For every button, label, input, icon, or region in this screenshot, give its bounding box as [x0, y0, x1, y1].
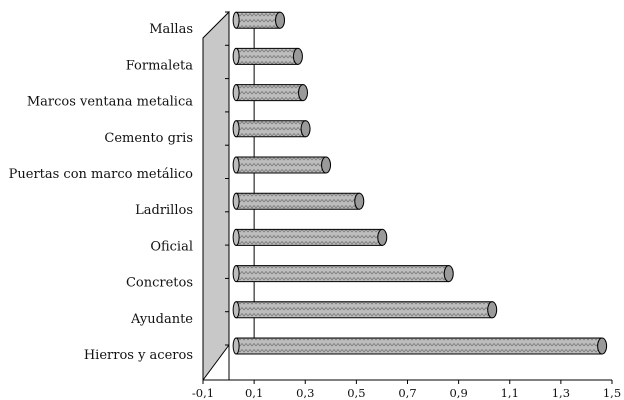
bar-start-cap — [232, 47, 240, 65]
bar — [232, 120, 311, 138]
x-axis: -0,1 0,1 0,3 0,5 0,7 0,9 1,1 1,3 1,5 — [192, 11, 621, 400]
bar — [232, 84, 309, 102]
bar-end-cap — [443, 265, 454, 283]
bar-end-cap — [377, 228, 388, 246]
bar — [232, 156, 332, 174]
x-tick-label: -0,1 — [192, 386, 214, 400]
x-tick-label: 1,1 — [501, 386, 519, 400]
category-label: Ayudante — [130, 312, 193, 327]
x-tick-label: 0,7 — [398, 386, 416, 400]
bar-start-cap — [232, 192, 240, 210]
category-label: Mallas — [149, 22, 193, 37]
bar — [232, 265, 454, 283]
category-label: Formaleta — [126, 58, 194, 73]
bar-start-cap — [232, 228, 240, 246]
bar-start-cap — [232, 84, 240, 102]
bar — [232, 337, 608, 355]
bar-start-cap — [232, 11, 240, 29]
bar-start-cap — [232, 301, 240, 319]
category-label: Hierros y aceros — [84, 348, 193, 363]
bar-body — [235, 265, 450, 283]
bar-body — [235, 192, 360, 210]
category-label: Puertas con marco metálico — [9, 167, 194, 182]
bar-end-cap — [292, 47, 303, 65]
x-tick-label: 0,5 — [347, 386, 365, 400]
bar — [232, 11, 286, 29]
bar-body — [235, 11, 281, 29]
bar-end-cap — [275, 11, 286, 29]
bar-end-cap — [354, 192, 365, 210]
bar-end-cap — [597, 337, 608, 355]
category-label: Cemento gris — [104, 131, 193, 146]
bar — [232, 47, 303, 65]
bar-start-cap — [232, 265, 240, 283]
bar-end-cap — [298, 84, 309, 102]
back-wall — [202, 10, 230, 382]
bar-body — [235, 301, 493, 319]
category-labels: Hierros y aceros Ayudante Concretos Oficial… — [9, 22, 194, 363]
bar-start-cap — [232, 337, 240, 355]
bar-body — [235, 84, 304, 102]
x-tick-label: 1,5 — [603, 386, 621, 400]
bar — [232, 228, 388, 246]
bar-end-cap — [321, 156, 332, 174]
x-tick-label: 1,3 — [552, 386, 570, 400]
bars — [232, 11, 608, 355]
bar — [232, 192, 365, 210]
bar-end-cap — [300, 120, 311, 138]
x-tick-label: 0,1 — [245, 386, 263, 400]
category-label: Ladrillos — [135, 203, 193, 218]
bar — [232, 301, 498, 319]
bar-body — [235, 337, 603, 355]
bar-body — [235, 47, 299, 65]
bar-end-cap — [487, 301, 498, 319]
category-label: Concretos — [126, 276, 193, 291]
category-label: Oficial — [150, 239, 193, 254]
bar-start-cap — [232, 120, 240, 138]
x-tick-label: 0,3 — [296, 386, 314, 400]
bar-body — [235, 228, 383, 246]
bar-body — [235, 156, 327, 174]
x-tick-label: 0,9 — [449, 386, 467, 400]
bar-start-cap — [232, 156, 240, 174]
bar-body — [235, 120, 307, 138]
category-label: Marcos ventana metalica — [27, 95, 193, 110]
